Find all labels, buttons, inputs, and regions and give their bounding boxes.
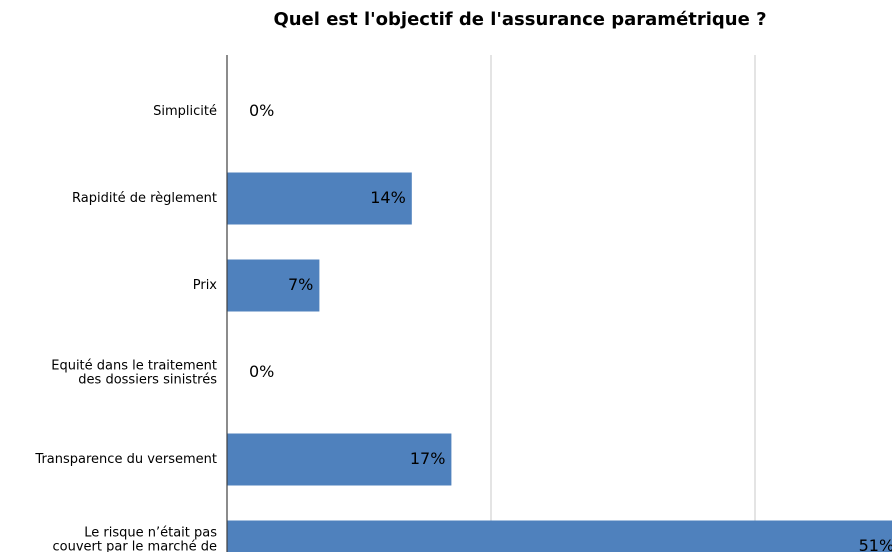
bar <box>227 259 320 312</box>
value-label: 51% <box>859 536 892 552</box>
y-tick-label: Equité dans le traitement des dossiers si… <box>51 358 217 387</box>
y-tick-label: Rapidité de règlement <box>72 191 217 206</box>
y-tick-label: Transparence du versement <box>34 452 217 467</box>
value-label: 0% <box>249 362 274 381</box>
value-label: 17% <box>410 449 446 468</box>
chart-title: Quel est l'objectif de l'assurance param… <box>273 9 766 30</box>
value-label: 0% <box>249 101 274 120</box>
value-label: 7% <box>288 275 313 294</box>
y-tick-label: Le risque n’était pas couvert par le marc… <box>52 525 217 552</box>
y-tick-label: Prix <box>193 278 218 293</box>
bar <box>227 520 892 552</box>
y-tick-label: Simplicité <box>153 104 217 119</box>
bar <box>227 172 412 225</box>
value-label: 14% <box>370 188 406 207</box>
bar <box>227 433 452 486</box>
